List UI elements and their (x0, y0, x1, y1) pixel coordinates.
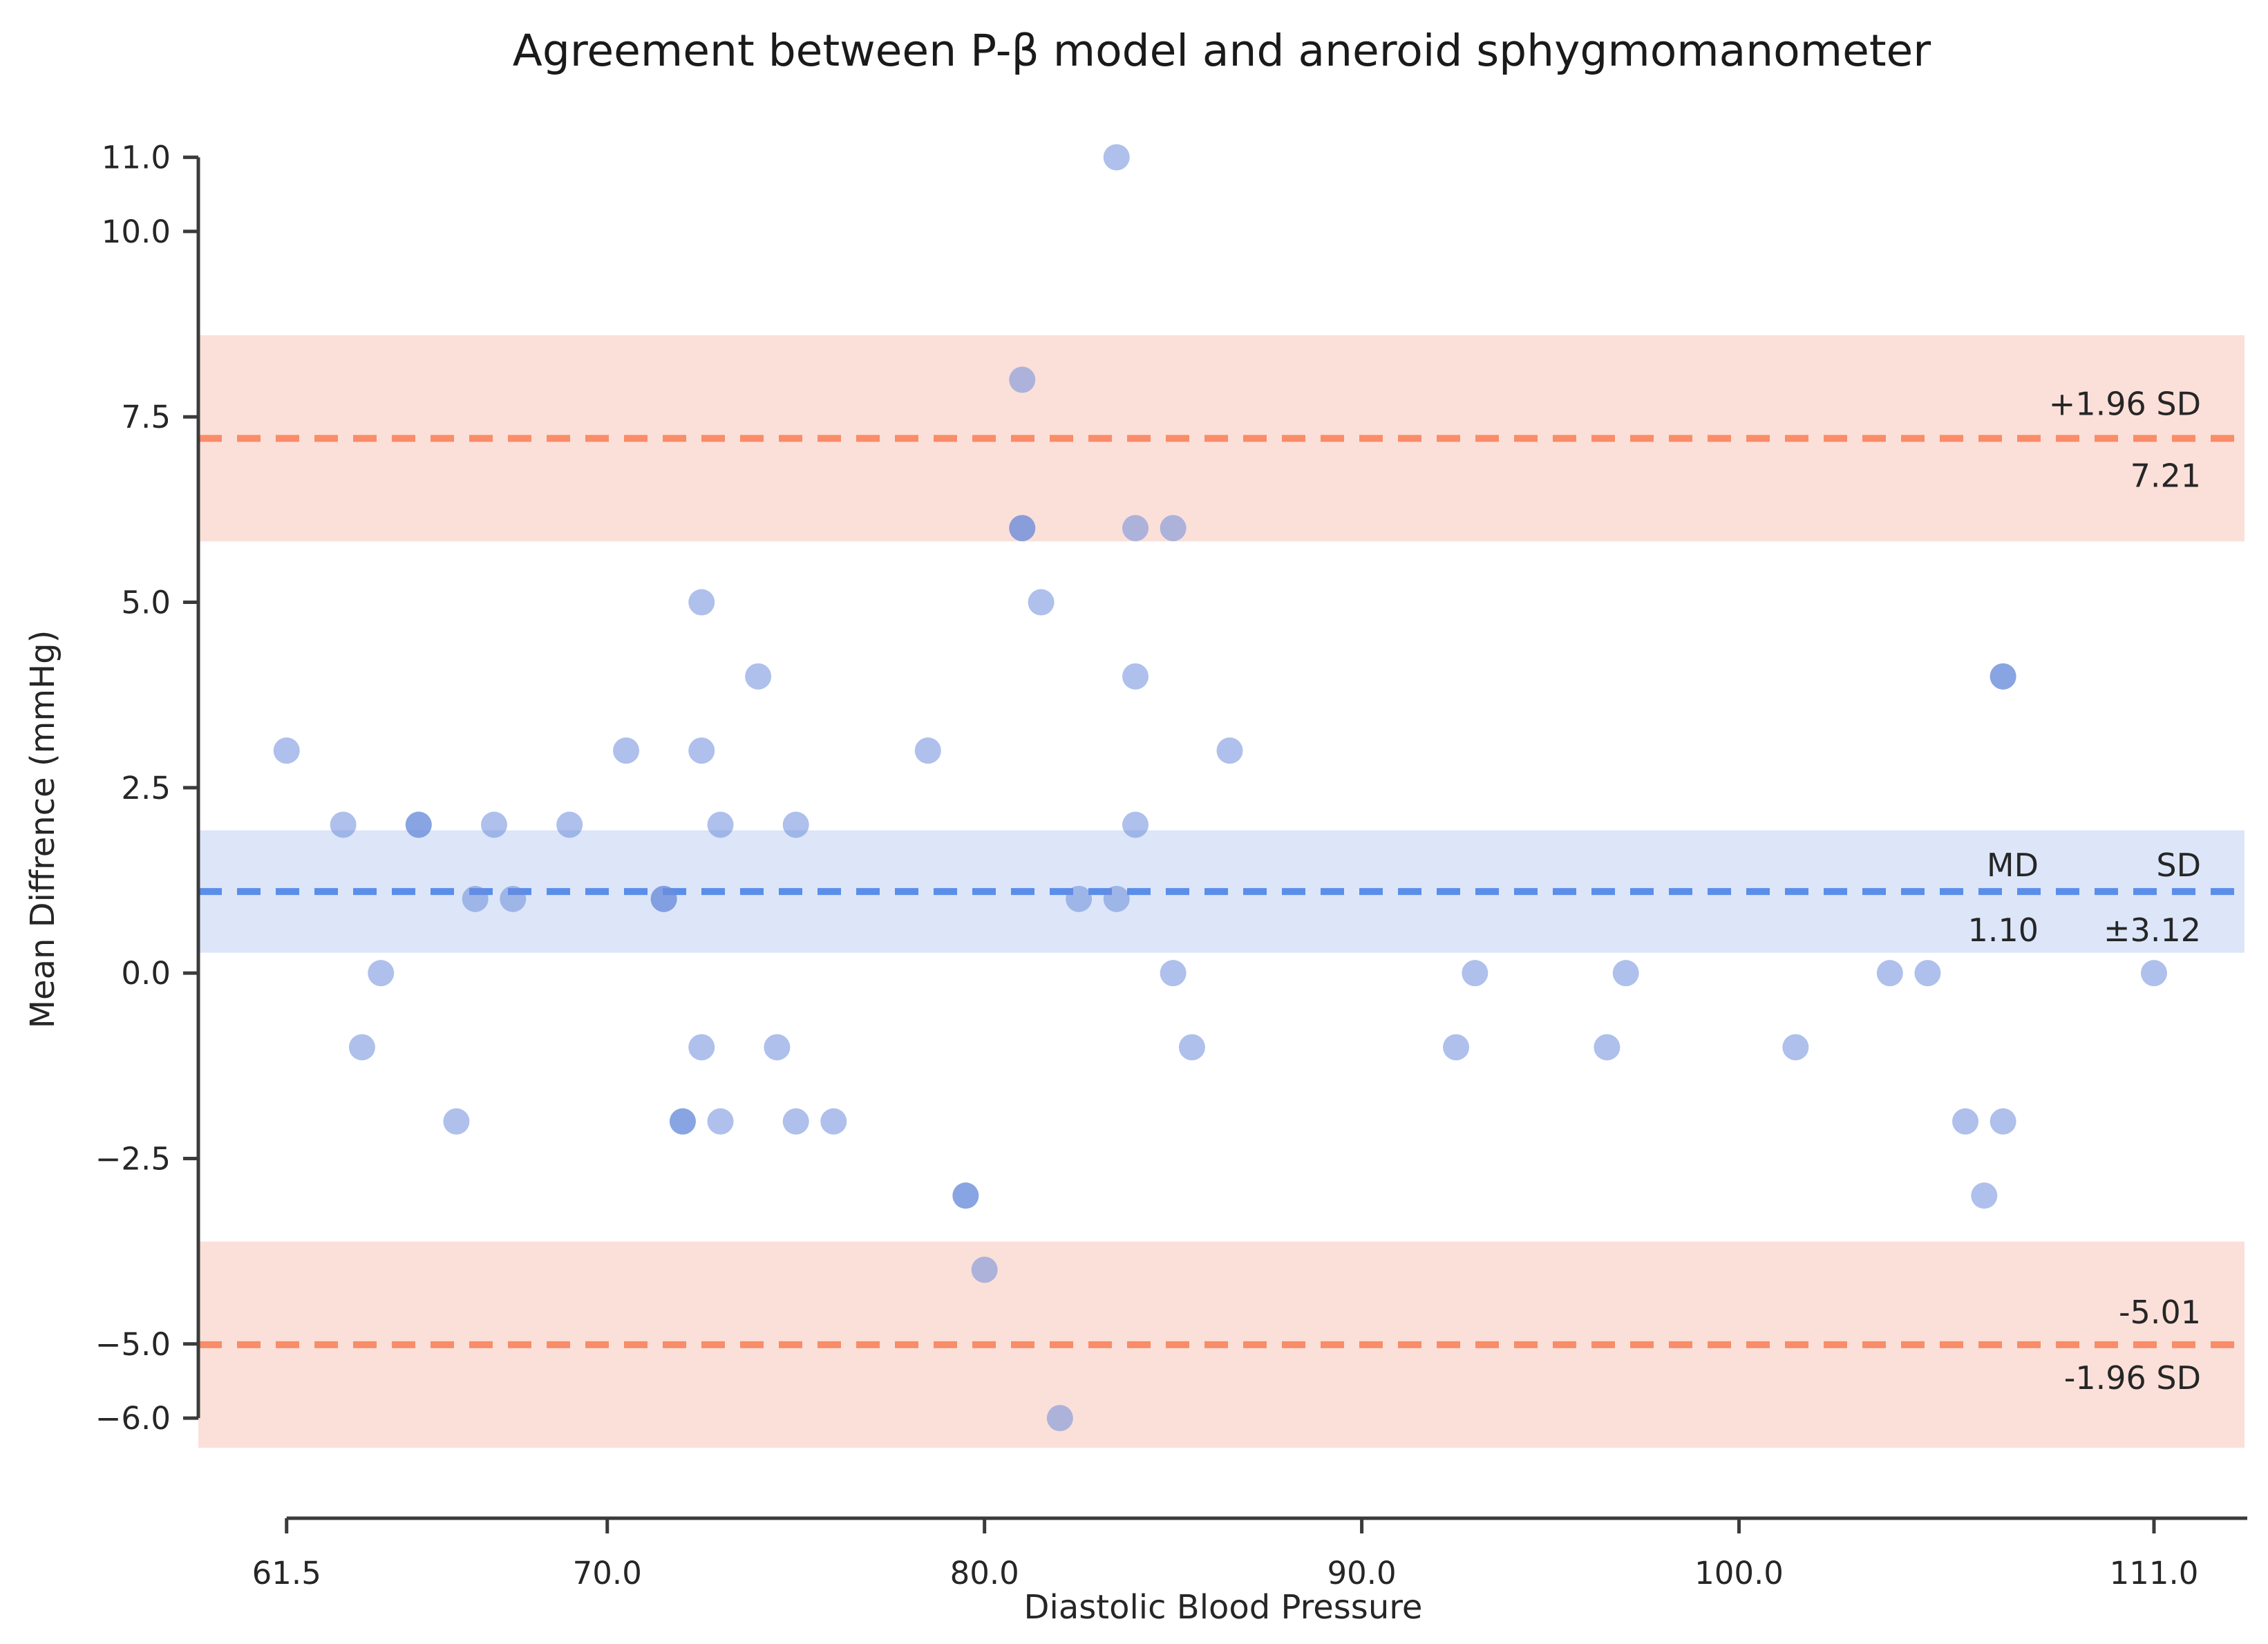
y-tick-label: 11.0 (102, 140, 171, 176)
sd-label: SD (2156, 847, 2201, 884)
scatter-point (688, 589, 715, 616)
scatter-point (1990, 1108, 2016, 1135)
scatter-point (952, 1182, 979, 1209)
x-axis-label: Diastolic Blood Pressure (1024, 1588, 1423, 1627)
scatter-point (1612, 960, 1639, 987)
scatter-point (1990, 663, 2016, 690)
upper-loa-label: +1.96 SD (2049, 385, 2201, 422)
y-tick-label: −6.0 (95, 1400, 171, 1437)
reference-lines-layer (198, 435, 2245, 1348)
axes-layer: 11.0 10.0 7.5 5.0 2.5 0.0 −2.5 −5.0 −6.0 61.5 70.0… (95, 140, 2247, 1591)
scatter-point (782, 1108, 809, 1135)
scatter-point (669, 1108, 696, 1135)
scatter-point (480, 811, 507, 838)
x-tick-label: 100.0 (1694, 1555, 1784, 1591)
scatter-point (1952, 1108, 1979, 1135)
y-tick-label: −2.5 (95, 1140, 171, 1177)
scatter-point (745, 663, 772, 690)
lower-loa-value: -5.01 (2119, 1294, 2201, 1331)
scatter-point (1178, 1034, 1205, 1061)
scatter-point (330, 811, 357, 838)
scatter-point (650, 885, 677, 912)
scatter-point (500, 885, 527, 912)
chart-title: Agreement between P-β model and aneroid … (513, 26, 1931, 76)
scatter-point (688, 1034, 715, 1061)
scatter-point (1160, 515, 1187, 542)
scatter-point (971, 1256, 998, 1283)
y-tick-label: 2.5 (121, 770, 171, 806)
scatter-point (443, 1108, 470, 1135)
scatter-point (1462, 960, 1489, 987)
scatter-point (1876, 960, 1903, 987)
sd-value: ±3.12 (2104, 911, 2201, 949)
scatter-point (764, 1034, 791, 1061)
x-tick-label: 61.5 (252, 1555, 321, 1591)
scatter-point (707, 1108, 734, 1135)
scatter-point (1971, 1182, 1998, 1209)
scatter-point (1009, 366, 1036, 393)
scatter-point (1046, 1405, 1073, 1432)
scatter-point (1122, 663, 1149, 690)
scatter-point (1594, 1034, 1620, 1061)
scatter-point (1009, 515, 1036, 542)
scatter-point (556, 811, 583, 838)
scatter-point (1914, 960, 1941, 987)
scatter-point (1103, 885, 1130, 912)
upper-loa-value: 7.21 (2130, 457, 2201, 494)
scatter-point (1216, 737, 1243, 764)
y-tick-label: 5.0 (121, 585, 171, 621)
scatter-point (1443, 1034, 1470, 1061)
scatter-point (1028, 589, 1055, 616)
scatter-point (348, 1034, 375, 1061)
scatter-point (405, 811, 432, 838)
scatter-point (820, 1108, 847, 1135)
scatter-point (1103, 144, 1130, 171)
lower-loa-label: -1.96 SD (2064, 1359, 2201, 1397)
scatter-point (1782, 1034, 1809, 1061)
scatter-point (1122, 811, 1149, 838)
scatter-point (707, 811, 734, 838)
md-label: MD (1987, 847, 2039, 884)
x-tick-label: 80.0 (950, 1555, 1019, 1591)
scatter-point (688, 737, 715, 764)
y-tick-label: 10.0 (102, 214, 171, 250)
scatter-points-layer (273, 144, 2167, 1432)
md-value: 1.10 (1968, 911, 2039, 949)
x-tick-label: 90.0 (1327, 1555, 1396, 1591)
scatter-point (1122, 515, 1149, 542)
y-tick-label: −5.0 (95, 1326, 171, 1363)
scatter-point (782, 811, 809, 838)
scatter-point (1160, 960, 1187, 987)
scatter-point (273, 737, 300, 764)
annotations-layer: +1.96 SD 7.21 MD SD 1.10 ±3.12 -5.01 -1.96 SD (1968, 385, 2201, 1397)
scatter-point (368, 960, 395, 987)
scatter-point (613, 737, 640, 764)
x-tick-label: 111.0 (2110, 1555, 2199, 1591)
scatter-point (2140, 960, 2167, 987)
x-tick-label: 70.0 (573, 1555, 642, 1591)
scatter-point (462, 885, 489, 912)
y-tick-label: 0.0 (121, 955, 171, 992)
y-axis-label: Mean Diffrence (mmHg) (23, 630, 62, 1029)
y-tick-label: 7.5 (121, 399, 171, 435)
scatter-point (1066, 885, 1093, 912)
scatter-point (914, 737, 941, 764)
